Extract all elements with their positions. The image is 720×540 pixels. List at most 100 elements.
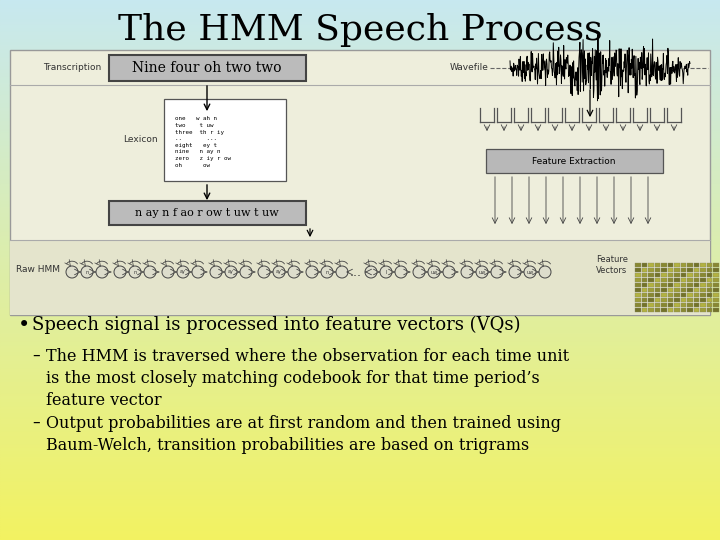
Text: one   w ah n
two    t uw
three  th r iy
..       ...
eight   ey t
nine   n ay n
: one w ah n two t uw three th r iy .. ...…: [175, 117, 231, 167]
Bar: [0, 282, 720, 285]
Text: Output probabilities are at first random and then trained using
Baum-Welch, tran: Output probabilities are at first random…: [46, 415, 561, 454]
Bar: [642, 307, 647, 312]
Bar: [0, 221, 720, 223]
Bar: [0, 417, 720, 420]
Bar: [0, 212, 720, 214]
Bar: [0, 20, 720, 22]
Bar: [667, 282, 673, 287]
Bar: [0, 263, 720, 265]
Text: ay: ay: [228, 269, 234, 274]
Bar: [706, 298, 712, 302]
Bar: [0, 101, 720, 103]
Bar: [0, 288, 720, 290]
Bar: [0, 382, 720, 383]
Bar: [0, 366, 720, 367]
Bar: [667, 302, 673, 307]
Bar: [635, 293, 641, 297]
Bar: [0, 511, 720, 513]
Bar: [0, 0, 720, 2]
Bar: [0, 207, 720, 209]
Bar: [648, 302, 654, 307]
Bar: [0, 363, 720, 366]
Bar: [0, 403, 720, 405]
Bar: [0, 72, 720, 74]
Circle shape: [539, 266, 551, 278]
Bar: [0, 346, 720, 347]
Bar: [680, 287, 686, 292]
Bar: [0, 191, 720, 193]
Bar: [0, 131, 720, 133]
Bar: [642, 293, 647, 297]
Text: uw: uw: [478, 269, 485, 274]
Bar: [693, 293, 699, 297]
Bar: [0, 225, 720, 227]
Bar: [0, 171, 720, 173]
Bar: [0, 58, 720, 59]
Bar: [654, 298, 660, 302]
Bar: [0, 204, 720, 205]
Bar: [674, 287, 680, 292]
Bar: [0, 189, 720, 191]
Bar: [0, 410, 720, 412]
Bar: [0, 405, 720, 407]
Bar: [642, 267, 647, 272]
Bar: [0, 198, 720, 200]
Bar: [642, 302, 647, 307]
Bar: [0, 396, 720, 398]
Bar: [0, 270, 720, 272]
Bar: [0, 493, 720, 495]
Bar: [0, 261, 720, 263]
Bar: [0, 407, 720, 409]
Bar: [0, 390, 720, 393]
Bar: [0, 387, 720, 389]
Bar: [700, 293, 706, 297]
Bar: [0, 420, 720, 421]
Text: Raw HMM: Raw HMM: [16, 266, 60, 274]
Bar: [680, 298, 686, 302]
Bar: [0, 151, 720, 153]
Bar: [635, 298, 641, 302]
Bar: [687, 287, 693, 292]
Circle shape: [413, 266, 425, 278]
Bar: [0, 54, 720, 56]
Circle shape: [273, 266, 285, 278]
Bar: [0, 538, 720, 540]
Bar: [700, 282, 706, 287]
Text: ay: ay: [276, 269, 282, 274]
Text: l: l: [385, 269, 387, 274]
Bar: [0, 77, 720, 79]
Bar: [693, 307, 699, 312]
Bar: [0, 5, 720, 7]
Bar: [0, 180, 720, 182]
Bar: [713, 287, 719, 292]
Bar: [0, 245, 720, 247]
Bar: [0, 201, 720, 204]
Bar: [700, 273, 706, 277]
Bar: [0, 178, 720, 180]
Bar: [654, 293, 660, 297]
Bar: [680, 262, 686, 267]
Bar: [0, 432, 720, 434]
Bar: [0, 97, 720, 99]
Bar: [0, 416, 720, 417]
Bar: [667, 307, 673, 312]
Bar: [0, 315, 720, 317]
Bar: [0, 409, 720, 410]
Bar: [0, 441, 720, 443]
Bar: [680, 273, 686, 277]
Text: The HMM Speech Process: The HMM Speech Process: [117, 13, 603, 47]
Bar: [0, 59, 720, 61]
Bar: [687, 278, 693, 282]
Text: •: •: [18, 315, 30, 335]
Bar: [0, 47, 720, 49]
Bar: [0, 393, 720, 394]
Bar: [0, 470, 720, 471]
Bar: [706, 293, 712, 297]
Text: ay: ay: [180, 269, 186, 274]
Circle shape: [461, 266, 473, 278]
Bar: [687, 302, 693, 307]
Bar: [674, 307, 680, 312]
Bar: [0, 434, 720, 436]
Bar: [0, 220, 720, 221]
Bar: [0, 182, 720, 184]
